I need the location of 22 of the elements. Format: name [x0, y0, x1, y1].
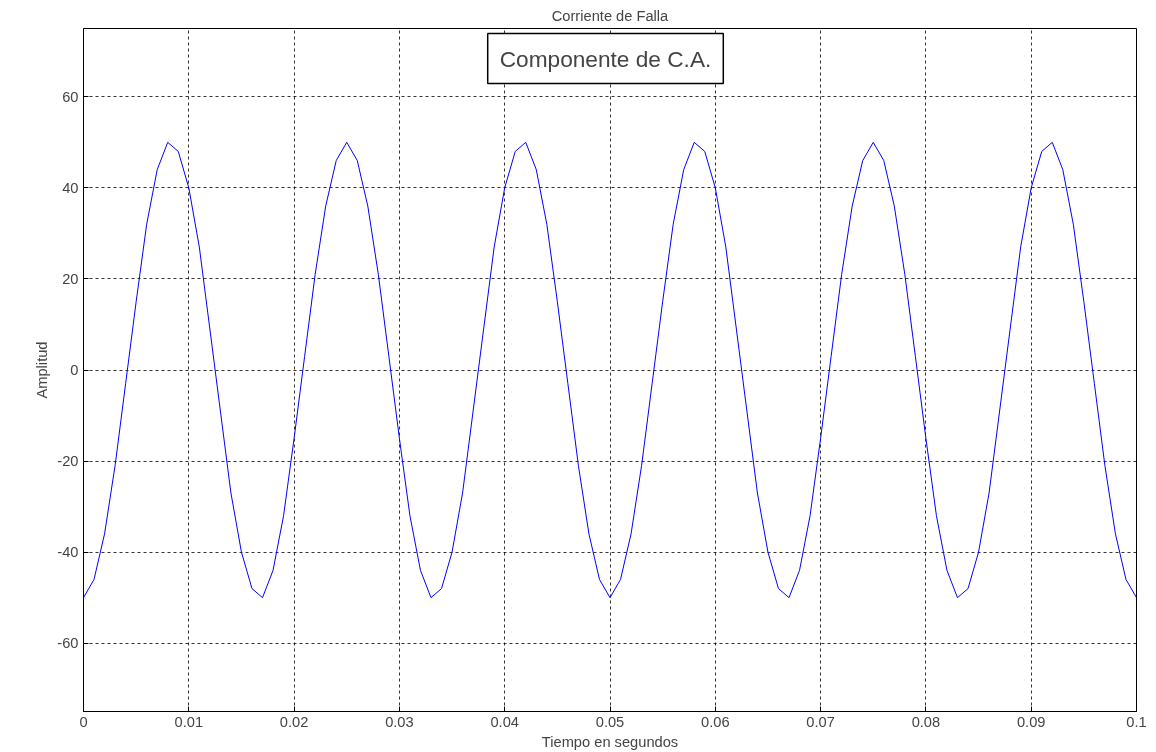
x-tick-label: 0.01 [174, 713, 204, 730]
x-axis-title: Tiempo en segundos [541, 733, 679, 750]
y-tick-label: 0 [70, 362, 79, 378]
x-tick-label: 0.02 [279, 713, 309, 730]
chart-title: Corriente de Falla [551, 7, 670, 24]
y-tick-label: 20 [62, 270, 79, 287]
x-tick-label: 0.09 [1016, 713, 1046, 730]
x-tick-label: 0.06 [701, 713, 730, 730]
y-tick-label: -20 [57, 453, 79, 470]
y-tick-label: -60 [57, 635, 79, 652]
line-series [83, 141, 1137, 599]
x-tick-label: 0.1 [1126, 713, 1147, 730]
annotation: Componente de C.A. [499, 45, 712, 72]
x-tick-label: 0.03 [385, 713, 414, 730]
x-tick-label: 0.05 [595, 713, 625, 730]
y-tick-label: -40 [57, 544, 79, 561]
y-axis-title: Amplitud [34, 341, 51, 399]
x-tick-label: 0.04 [490, 713, 519, 730]
y-tick-label: 60 [62, 88, 79, 105]
y-tick-label: 40 [62, 179, 79, 196]
x-tick-label: 0.07 [806, 713, 835, 730]
x-tick-label: 0.08 [911, 713, 941, 730]
